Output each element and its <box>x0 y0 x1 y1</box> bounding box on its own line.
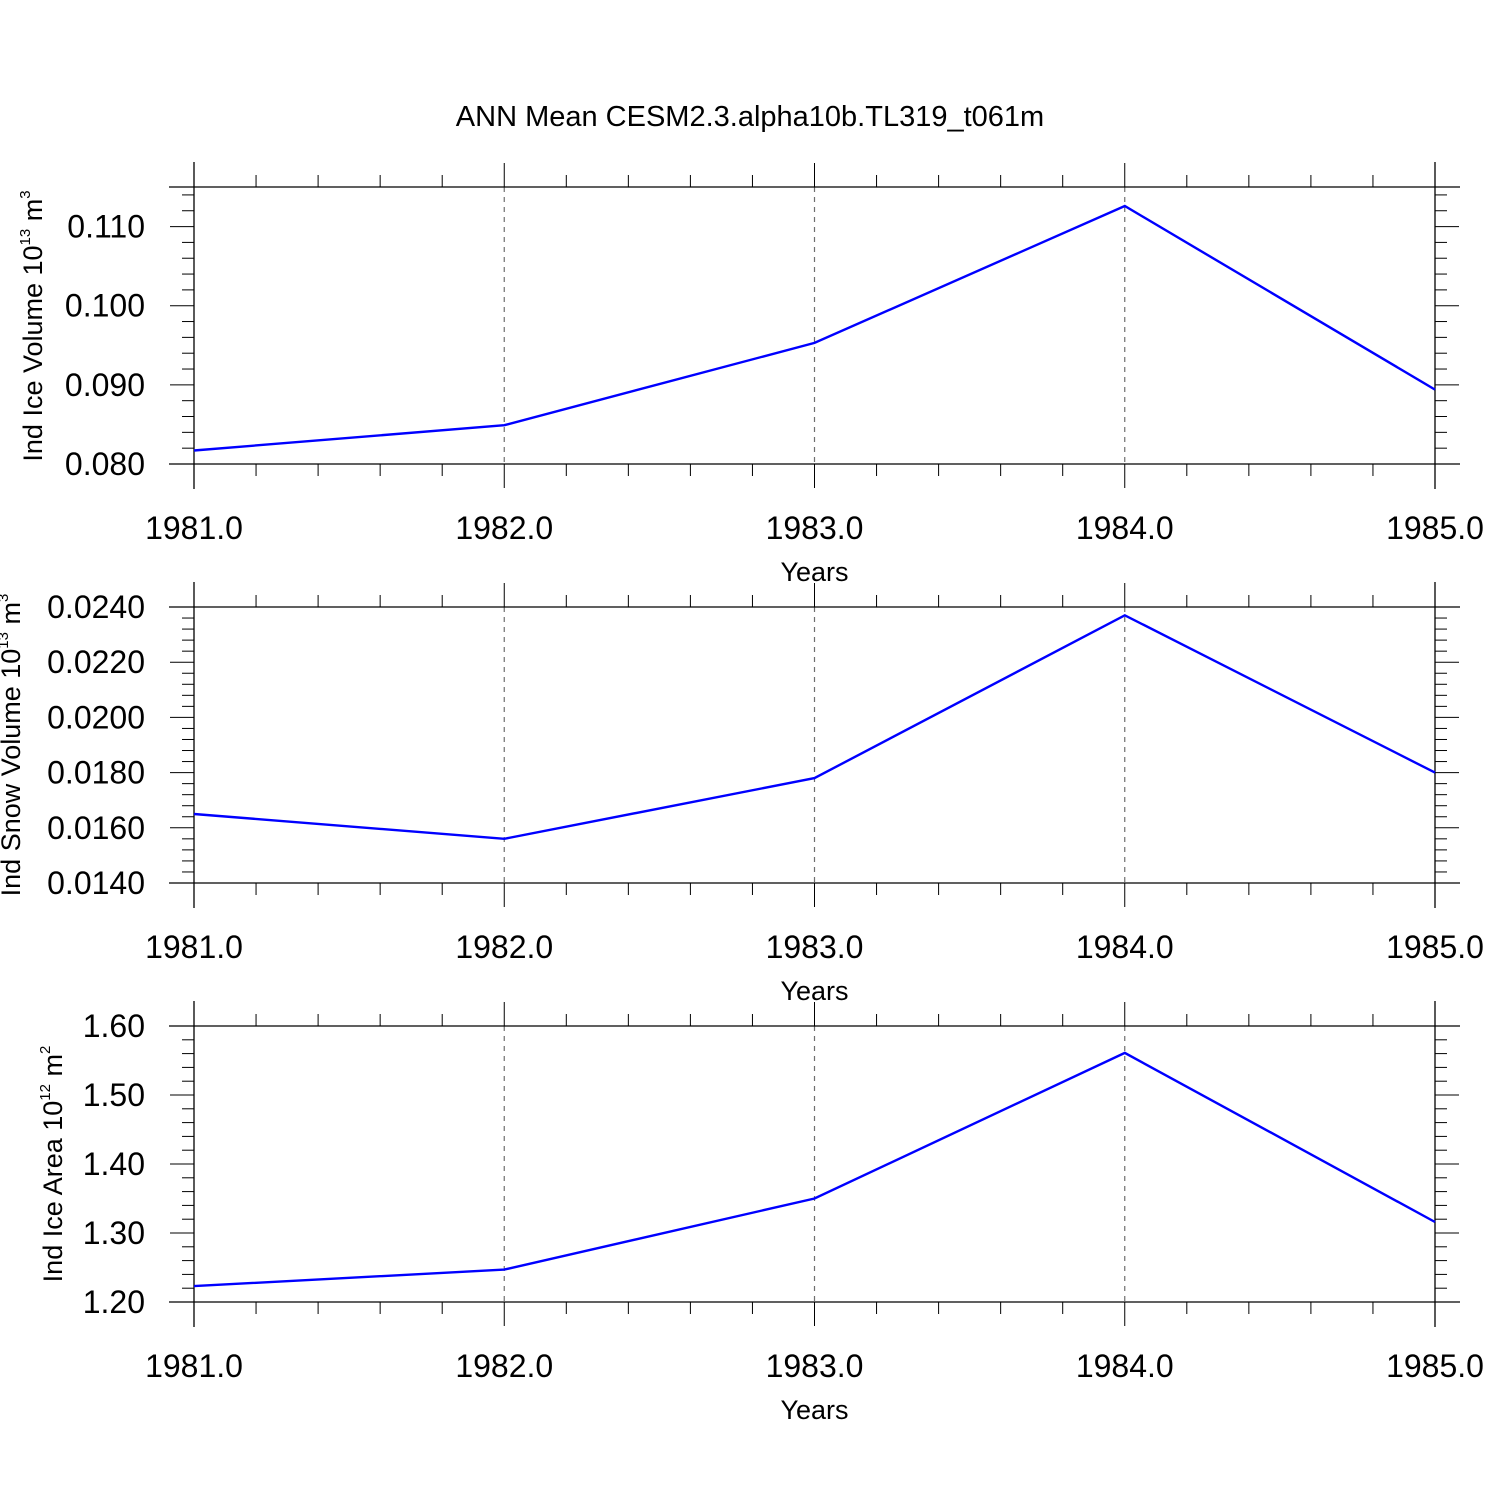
x-tick-label: 1982.0 <box>455 929 553 965</box>
panel-2: 1981.0 1982.0 1983.0 1984.0 1985.0 0.0140 0.01… <box>0 582 1484 1006</box>
y-tick-label: 0.090 <box>65 367 145 403</box>
ylabel-unit-exponent: 3 <box>0 594 12 602</box>
y-tick-label: 1.20 <box>83 1284 145 1320</box>
y-tick-label: 1.50 <box>83 1077 145 1113</box>
y-tick-label: 1.40 <box>83 1146 145 1182</box>
y-tick-label: 0.080 <box>65 446 145 482</box>
x-tick-label: 1984.0 <box>1076 1348 1174 1384</box>
ylabel-exponent: 13 <box>17 229 34 246</box>
x-tick-label: 1982.0 <box>455 510 553 546</box>
y-tick-label: 0.0160 <box>47 810 145 846</box>
x-tick-label: 1984.0 <box>1076 929 1174 965</box>
x-tick-label: 1985.0 <box>1386 510 1484 546</box>
x-tick-label: 1982.0 <box>455 1348 553 1384</box>
x-tick-label: 1984.0 <box>1076 510 1174 546</box>
y-tick-label: 0.0180 <box>47 755 145 791</box>
ylabel-unit: m <box>18 199 48 229</box>
y-tick-label: 0.0140 <box>47 865 145 901</box>
x-tick-label: 1985.0 <box>1386 1348 1484 1384</box>
figure-title: ANN Mean CESM2.3.alpha10b.TL319_t061m <box>456 101 1044 133</box>
ylabel-text: Ind Snow Volume 10 <box>0 649 26 897</box>
x-axis-title: Years <box>780 557 848 587</box>
x-tick-label: 1983.0 <box>766 929 864 965</box>
y-tick-label: 0.0240 <box>47 589 145 625</box>
ylabel-exponent: 13 <box>0 632 12 649</box>
y-tick-label: 0.100 <box>65 288 145 324</box>
x-tick-label: 1981.0 <box>145 510 243 546</box>
panels: 1981.0 1982.0 1983.0 1984.0 1985.0 0.080 0.090… <box>0 162 1484 1425</box>
ylabel-unit: m <box>38 1054 68 1084</box>
ylabel-exponent: 12 <box>37 1084 54 1101</box>
x-tick-label: 1985.0 <box>1386 929 1484 965</box>
y-axis-title: Ind Ice Volume 1013 m3 <box>17 190 48 461</box>
y-tick-label: 0.0200 <box>47 699 145 735</box>
x-tick-label: 1981.0 <box>145 929 243 965</box>
x-tick-label: 1983.0 <box>766 510 864 546</box>
y-tick-label: 0.0220 <box>47 644 145 680</box>
x-tick-label: 1983.0 <box>766 1348 864 1384</box>
ylabel-unit-exponent: 3 <box>17 190 34 198</box>
ylabel-text: Ind Ice Area 10 <box>38 1101 68 1283</box>
y-tick-label: 1.60 <box>83 1008 145 1044</box>
panel-3: 1981.0 1982.0 1983.0 1984.0 1985.0 1.20 1.30 1.… <box>37 1001 1484 1425</box>
ylabel-unit: m <box>0 602 26 632</box>
x-axis-title: Years <box>780 976 848 1006</box>
y-axis-title: Ind Ice Area 1012 m2 <box>37 1046 68 1283</box>
ylabel-unit-exponent: 2 <box>37 1046 54 1054</box>
y-tick-label: 0.110 <box>67 209 145 245</box>
ylabel-text: Ind Ice Volume 10 <box>18 245 48 461</box>
y-tick-label: 1.30 <box>83 1215 145 1251</box>
x-tick-label: 1981.0 <box>145 1348 243 1384</box>
x-axis-title: Years <box>780 1395 848 1425</box>
y-axis-title: Ind Snow Volume 1013 m3 <box>0 594 26 897</box>
panel-1: 1981.0 1982.0 1983.0 1984.0 1985.0 0.080 0.090… <box>17 162 1484 587</box>
